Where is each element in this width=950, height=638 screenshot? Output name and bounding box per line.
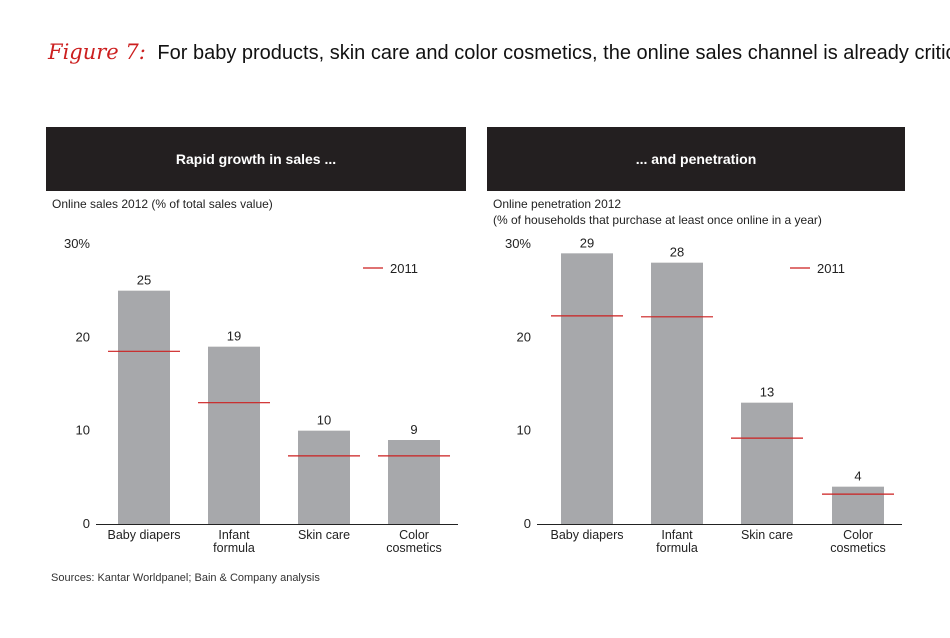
sales-bar	[118, 290, 170, 524]
penetration-y-tick-label: 0	[524, 516, 531, 531]
figure-title: Figure 7: For baby products, skin care a…	[48, 40, 950, 65]
sales-value-label: 10	[317, 413, 331, 428]
penetration-category-label: Baby diapers	[551, 528, 624, 542]
sales-subtitle-line: Online sales 2012 (% of total sales valu…	[52, 197, 273, 211]
sales-category-label: Baby diapers	[108, 528, 181, 542]
sales-category-label: cosmetics	[386, 541, 442, 555]
source-note: Sources: Kantar Worldpanel; Bain & Compa…	[51, 572, 320, 584]
penetration-y-tick-label: 10	[517, 423, 531, 438]
sales-value-label: 9	[410, 422, 417, 437]
penetration-category-label: Infant	[661, 528, 693, 542]
penetration-value-label: 4	[854, 469, 861, 484]
penetration-bar	[651, 262, 703, 524]
sales-bar	[298, 430, 350, 524]
penetration-value-label: 29	[580, 235, 594, 250]
penetration-subtitle-line-2: (% of households that purchase at least …	[493, 213, 822, 227]
sales-panel: Rapid growth in sales ... Online sales 2…	[46, 127, 466, 587]
sales-y-tick-label: 30%	[64, 236, 90, 251]
sales-value-label: 25	[137, 273, 151, 288]
sales-y-tick-label: 20	[76, 329, 90, 344]
penetration-y-tick-label: 20	[517, 329, 531, 344]
penetration-panel: ... and penetration Online penetration 2…	[487, 127, 905, 587]
penetration-bar	[832, 486, 884, 524]
sales-category-label: formula	[213, 541, 255, 555]
sales-legend-label: 2011	[390, 261, 418, 276]
penetration-chart-subtitle: Online penetration 2012 (% of households…	[493, 196, 822, 228]
penetration-y-tick-label: 30%	[505, 236, 531, 251]
sales-bar	[208, 346, 260, 524]
penetration-legend-label: 2011	[817, 261, 845, 276]
penetration-category-label: Color	[843, 528, 873, 542]
sales-category-label: Infant	[218, 528, 250, 542]
penetration-panel-header: ... and penetration	[487, 127, 905, 191]
sales-chart-subtitle: Online sales 2012 (% of total sales valu…	[52, 196, 273, 212]
penetration-value-label: 28	[670, 245, 684, 260]
sales-category-label: Color	[399, 528, 429, 542]
penetration-category-label: formula	[656, 541, 698, 555]
figure-title-text: For baby products, skin care and color c…	[157, 42, 950, 64]
sales-y-tick-label: 10	[76, 423, 90, 438]
penetration-bar	[561, 253, 613, 524]
penetration-value-label: 13	[760, 385, 774, 400]
sales-y-tick-label: 0	[83, 516, 90, 531]
penetration-category-label: cosmetics	[830, 541, 886, 555]
sales-panel-header: Rapid growth in sales ...	[46, 127, 466, 191]
sales-value-label: 19	[227, 329, 241, 344]
penetration-category-label: Skin care	[741, 528, 793, 542]
sales-category-label: Skin care	[298, 528, 350, 542]
penetration-bar	[741, 402, 793, 524]
figure-label: Figure 7:	[48, 40, 146, 64]
sales-bar	[388, 440, 440, 524]
penetration-subtitle-line-1: Online penetration 2012	[493, 197, 622, 211]
